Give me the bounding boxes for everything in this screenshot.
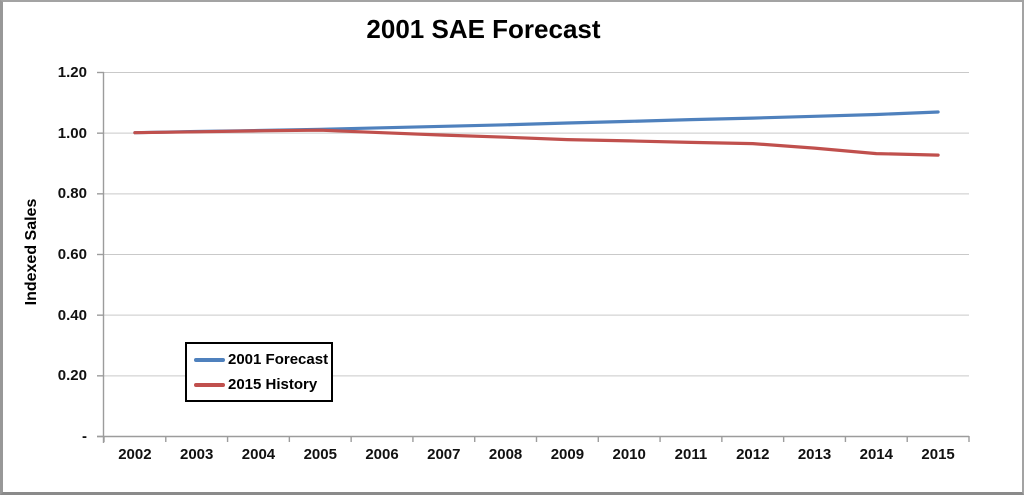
x-tick-label: 2005 [303, 446, 337, 463]
x-tick-label: 2013 [797, 446, 832, 463]
y-tick-label: 0.60 [57, 246, 87, 263]
x-tick-label: 2015 [921, 446, 955, 463]
x-tick-label: 2006 [365, 446, 399, 463]
x-tick-label: 2007 [427, 446, 461, 463]
legend-item-2015-history: 2015 History [194, 376, 331, 393]
x-tick-label: 2014 [859, 446, 893, 463]
legend-swatch-icon [194, 357, 225, 362]
x-tick-label: 2012 [736, 446, 770, 463]
y-tick-label: 0.20 [57, 367, 87, 385]
x-tick-label: 2002 [118, 446, 152, 463]
y-tick-label: - [82, 428, 87, 445]
x-tick-label: 2011 [674, 446, 708, 463]
legend: 2001 Forecast 2015 History [185, 342, 333, 402]
y-tick-label: 1.00 [57, 124, 87, 142]
y-tick-label: 0.40 [57, 306, 87, 324]
legend-item-2001-forecast: 2001 Forecast [194, 351, 331, 368]
x-tick-label: 2003 [179, 446, 214, 463]
x-tick-label: 2010 [612, 446, 646, 463]
y-tick-label: 0.80 [57, 185, 87, 203]
plot-area [97, 71, 970, 443]
chart-title: 2001 SAE Forecast [366, 14, 601, 44]
x-tick-label: 2004 [241, 446, 276, 463]
x-tick-label: 2009 [550, 446, 585, 463]
y-tick-label: 1.20 [57, 64, 87, 81]
legend-label: 2001 Forecast [228, 351, 329, 368]
x-tick-label: 2008 [488, 446, 523, 463]
legend-label: 2015 History [228, 376, 318, 393]
series-line-2015-history [133, 128, 940, 157]
legend-swatch-icon [194, 382, 225, 387]
